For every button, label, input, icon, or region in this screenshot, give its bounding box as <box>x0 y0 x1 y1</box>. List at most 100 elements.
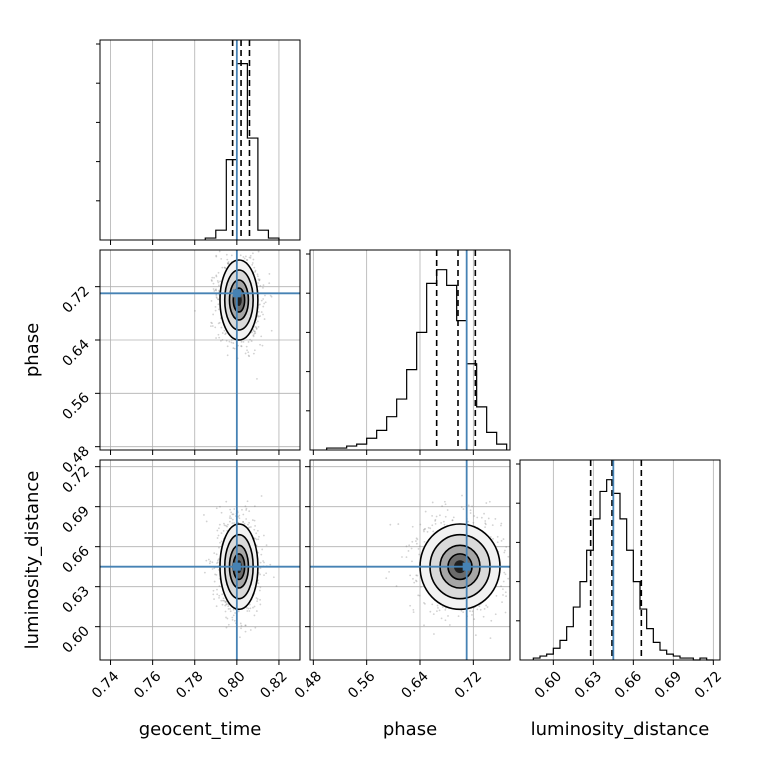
sample-point <box>246 610 249 612</box>
sample-point <box>444 619 447 622</box>
sample-point <box>224 604 227 607</box>
sample-point <box>476 516 479 519</box>
sample-point <box>229 608 231 610</box>
sample-point <box>259 284 262 287</box>
sample-point <box>412 611 415 614</box>
sample-point <box>212 593 215 596</box>
sample-point <box>215 553 218 556</box>
sample-point <box>203 571 206 574</box>
sample-point <box>255 326 258 329</box>
sample-point <box>503 551 506 554</box>
sample-point <box>411 560 413 563</box>
contour-line <box>232 287 246 313</box>
y-tick-label: 0.66 <box>59 543 92 576</box>
sample-point <box>230 338 233 341</box>
sample-point <box>410 547 413 550</box>
sample-point <box>223 266 226 269</box>
sample-point <box>243 257 246 260</box>
sample-point <box>264 301 267 304</box>
panel-content <box>100 460 300 660</box>
sample-point <box>424 602 426 605</box>
truth-point <box>232 562 241 571</box>
sample-point <box>232 608 235 611</box>
sample-point <box>244 630 247 633</box>
sample-point <box>231 618 234 621</box>
xlabel-phase: phase <box>383 719 437 740</box>
sample-point <box>262 534 265 537</box>
y-tick-label: 0.64 <box>59 336 92 369</box>
sample-point <box>221 203 223 205</box>
sample-point <box>218 594 221 597</box>
sample-point <box>500 585 502 588</box>
sample-point <box>431 603 434 606</box>
sample-point <box>429 527 432 530</box>
sample-point <box>217 298 220 301</box>
sample-point <box>257 538 260 541</box>
sample-point <box>250 340 253 342</box>
sample-point <box>223 524 226 527</box>
sample-point <box>245 606 248 609</box>
sample-point <box>483 607 486 610</box>
sample-point <box>259 303 261 306</box>
sample-point <box>263 574 265 577</box>
sample-point <box>443 523 446 526</box>
sample-point <box>224 610 227 613</box>
sample-point <box>238 517 241 520</box>
sample-point <box>217 558 220 561</box>
sample-point <box>239 622 242 625</box>
sample-point <box>501 601 503 604</box>
sample-point <box>239 636 241 639</box>
sample-point <box>427 526 430 529</box>
sample-point <box>225 339 228 342</box>
sample-point <box>237 515 240 518</box>
x-tick-label: 0.66 <box>612 668 645 701</box>
sample-point <box>248 521 250 524</box>
sample-point <box>247 341 250 343</box>
sample-point <box>525 594 527 596</box>
sample-point <box>469 610 471 612</box>
sample-point <box>467 504 470 507</box>
sample-point <box>249 254 252 257</box>
sample-point <box>217 281 220 284</box>
sample-point <box>516 548 518 550</box>
sample-point <box>227 608 230 610</box>
sample-point <box>238 236 240 238</box>
sample-point <box>422 529 425 531</box>
sample-point <box>447 615 449 617</box>
sample-point <box>253 605 256 608</box>
sample-point <box>490 619 493 622</box>
sample-point <box>222 597 225 600</box>
sample-point <box>224 601 227 604</box>
sample-point <box>256 529 259 532</box>
sample-point <box>227 262 229 265</box>
sample-point <box>260 311 263 313</box>
sample-point <box>228 520 231 523</box>
sample-point <box>423 528 426 531</box>
sample-point <box>256 377 258 380</box>
contour-line <box>228 279 250 321</box>
sample-point <box>220 599 223 602</box>
sample-point <box>512 575 514 577</box>
sample-point <box>511 552 513 554</box>
sample-point <box>212 589 215 592</box>
sample-point <box>221 332 224 334</box>
sample-point <box>242 340 245 343</box>
sample-point <box>507 555 510 558</box>
sample-point <box>230 254 233 257</box>
sample-point <box>259 315 261 317</box>
sample-point <box>448 624 451 626</box>
sample-point <box>482 615 485 618</box>
sample-point <box>260 299 263 302</box>
sample-point <box>228 340 231 343</box>
sample-point <box>423 530 425 533</box>
grid <box>312 250 474 450</box>
sample-point <box>225 603 228 606</box>
sample-point <box>216 529 219 532</box>
sample-point <box>461 494 463 497</box>
panel-hist-phase <box>306 249 511 455</box>
sample-point <box>436 604 439 607</box>
sample-point <box>247 523 249 526</box>
sample-point <box>232 614 235 617</box>
sample-point <box>502 538 505 540</box>
sample-point <box>218 523 221 526</box>
